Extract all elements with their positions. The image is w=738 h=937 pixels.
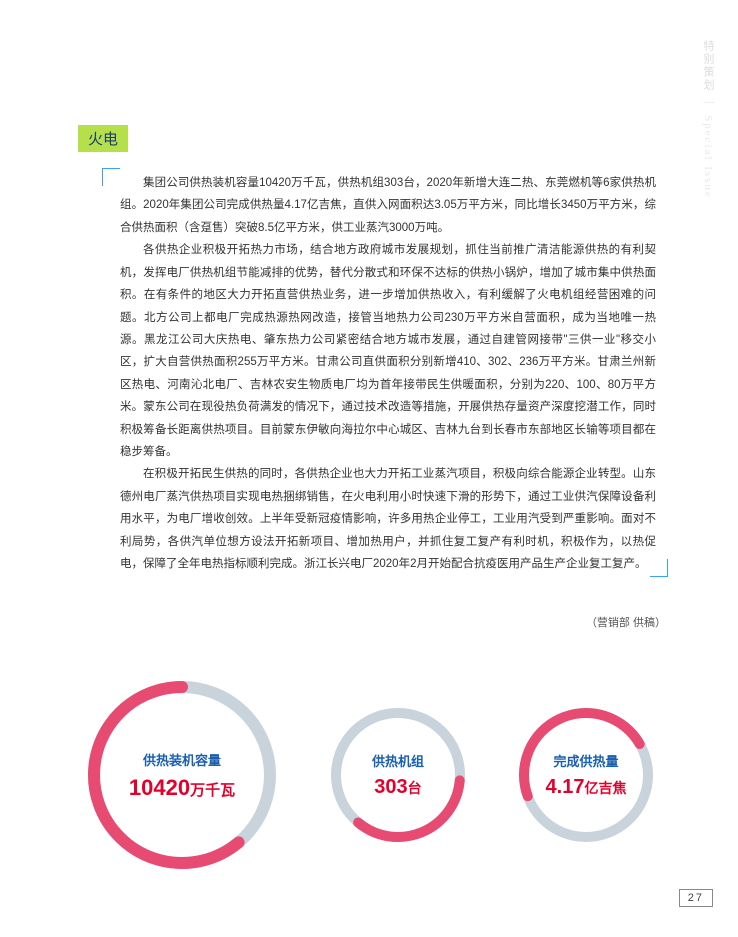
- sidebar-en: Special Issue: [702, 115, 714, 199]
- paragraph: 各供热企业积极开拓热力市场，结合地方政府城市发展规划，抓住当前推广清洁能源供热的…: [120, 239, 656, 463]
- bracket-top-left: [102, 168, 120, 169]
- sidebar-vertical-label: 特别策划 ｜ Special Issue: [700, 40, 716, 199]
- stat-label: 完成供热量: [546, 751, 627, 770]
- stat-inner: 完成供热量 4.17亿吉焦: [546, 751, 627, 799]
- sidebar-div: ｜: [702, 97, 714, 110]
- paragraph: 在积极开拓民生供热的同时，各供热企业也大力开拓工业蒸汽项目，积极向综合能源企业转…: [120, 463, 656, 575]
- stat-value-line: 303台: [372, 776, 424, 799]
- bracket-top-left: [102, 168, 103, 186]
- stat-unit: 万千瓦: [190, 782, 235, 799]
- stat-item: 完成供热量 4.17亿吉焦: [512, 701, 660, 849]
- stats-row: 供热装机容量 10420万千瓦 供热机组 303台 完成供热量 4.17亿吉焦: [60, 680, 680, 870]
- body-text-container: 集团公司供热装机容量10420万千瓦，供热机组303台，2020年新增大连二热、…: [120, 172, 656, 576]
- bracket-bottom-right: [667, 559, 668, 577]
- bracket-bottom-right: [650, 576, 668, 577]
- stat-inner: 供热装机容量 10420万千瓦: [129, 750, 235, 801]
- stat-item: 供热机组 303台: [324, 701, 472, 849]
- credit-line: （营销部 供稿）: [586, 614, 666, 630]
- stat-value: 4.17: [546, 776, 585, 798]
- section-tag: 火电: [78, 125, 128, 152]
- stat-label: 供热机组: [372, 751, 424, 770]
- stat-unit: 台: [408, 780, 422, 796]
- stat-label: 供热装机容量: [129, 750, 235, 769]
- paragraph: 集团公司供热装机容量10420万千瓦，供热机组303台，2020年新增大连二热、…: [120, 172, 656, 239]
- stat-value: 10420: [129, 775, 190, 800]
- stat-unit: 亿吉焦: [584, 780, 626, 796]
- stat-value-line: 10420万千瓦: [129, 775, 235, 801]
- stat-item: 供热装机容量 10420万千瓦: [80, 673, 284, 877]
- stat-value: 303: [374, 776, 407, 798]
- stat-inner: 供热机组 303台: [372, 751, 424, 799]
- stat-value-line: 4.17亿吉焦: [546, 776, 627, 799]
- page-number: 27: [679, 889, 713, 907]
- sidebar-cn: 特别策划: [702, 40, 714, 92]
